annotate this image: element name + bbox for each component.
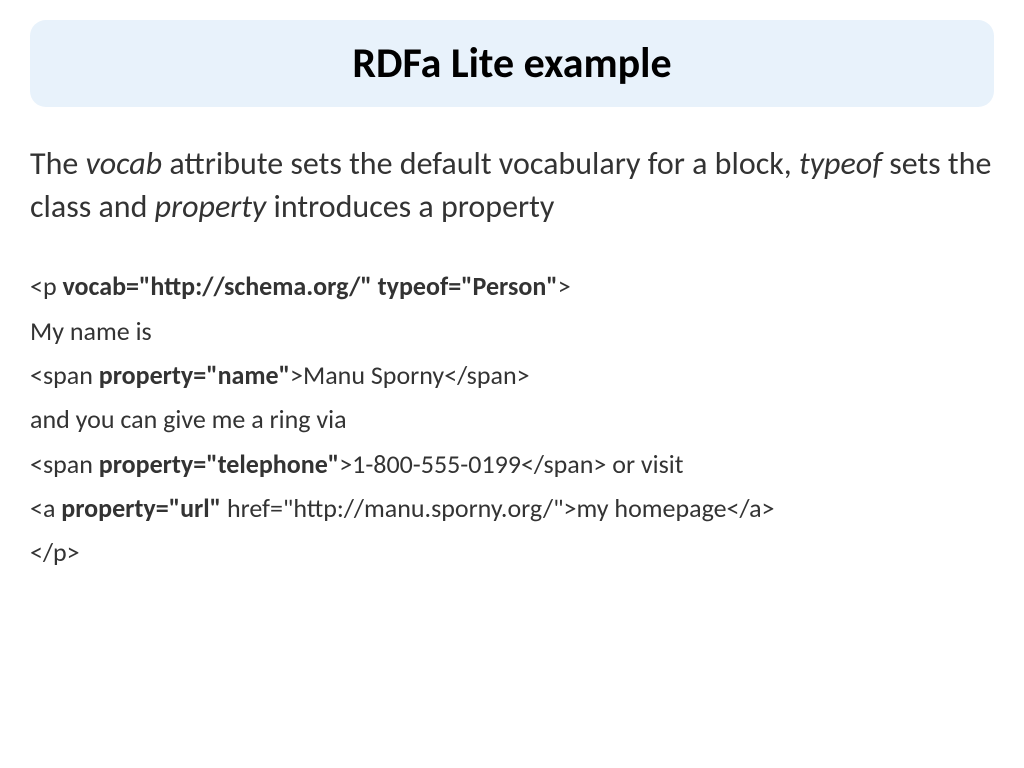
code-text: >Manu Sporny</span> (290, 359, 530, 391)
typeof-term: typeof (799, 144, 882, 183)
vocab-term: vocab (86, 144, 163, 183)
code-line-5: <span property="telephone">1-800-555-019… (30, 444, 994, 484)
code-attr: property="url" (61, 492, 221, 524)
code-line-1: <p vocab="http://schema.org/" typeof="Pe… (30, 266, 994, 306)
code-text: href="http://manu.sporny.org/">my homepa… (221, 492, 774, 524)
desc-text: The (30, 144, 86, 183)
code-attr: vocab="http://schema.org/" typeof="Perso… (63, 270, 558, 302)
code-text: >1-800-555-0199</span> or visit (339, 448, 683, 480)
code-attr: property="name" (99, 359, 290, 391)
code-attr: property="telephone" (99, 448, 339, 480)
property-term: property (155, 187, 267, 226)
code-text: <span (30, 359, 99, 391)
code-text: > (558, 270, 571, 302)
code-line-3: <span property="name">Manu Sporny</span> (30, 355, 994, 395)
desc-text: introduces a property (266, 187, 554, 226)
code-example: <p vocab="http://schema.org/" typeof="Pe… (30, 266, 994, 572)
desc-text: attribute sets the default vocabulary fo… (162, 144, 799, 183)
code-line-6: <a property="url" href="http://manu.spor… (30, 488, 994, 528)
code-line-7: </p> (30, 532, 994, 572)
code-line-4: and you can give me a ring via (30, 399, 994, 439)
code-text: <span (30, 448, 99, 480)
code-line-2: My name is (30, 311, 994, 351)
description-paragraph: The vocab attribute sets the default voc… (30, 142, 994, 228)
code-text: <p (30, 270, 63, 302)
slide-title: RDFa Lite example (50, 38, 974, 89)
title-bar: RDFa Lite example (30, 20, 994, 107)
code-text: <a (30, 492, 61, 524)
